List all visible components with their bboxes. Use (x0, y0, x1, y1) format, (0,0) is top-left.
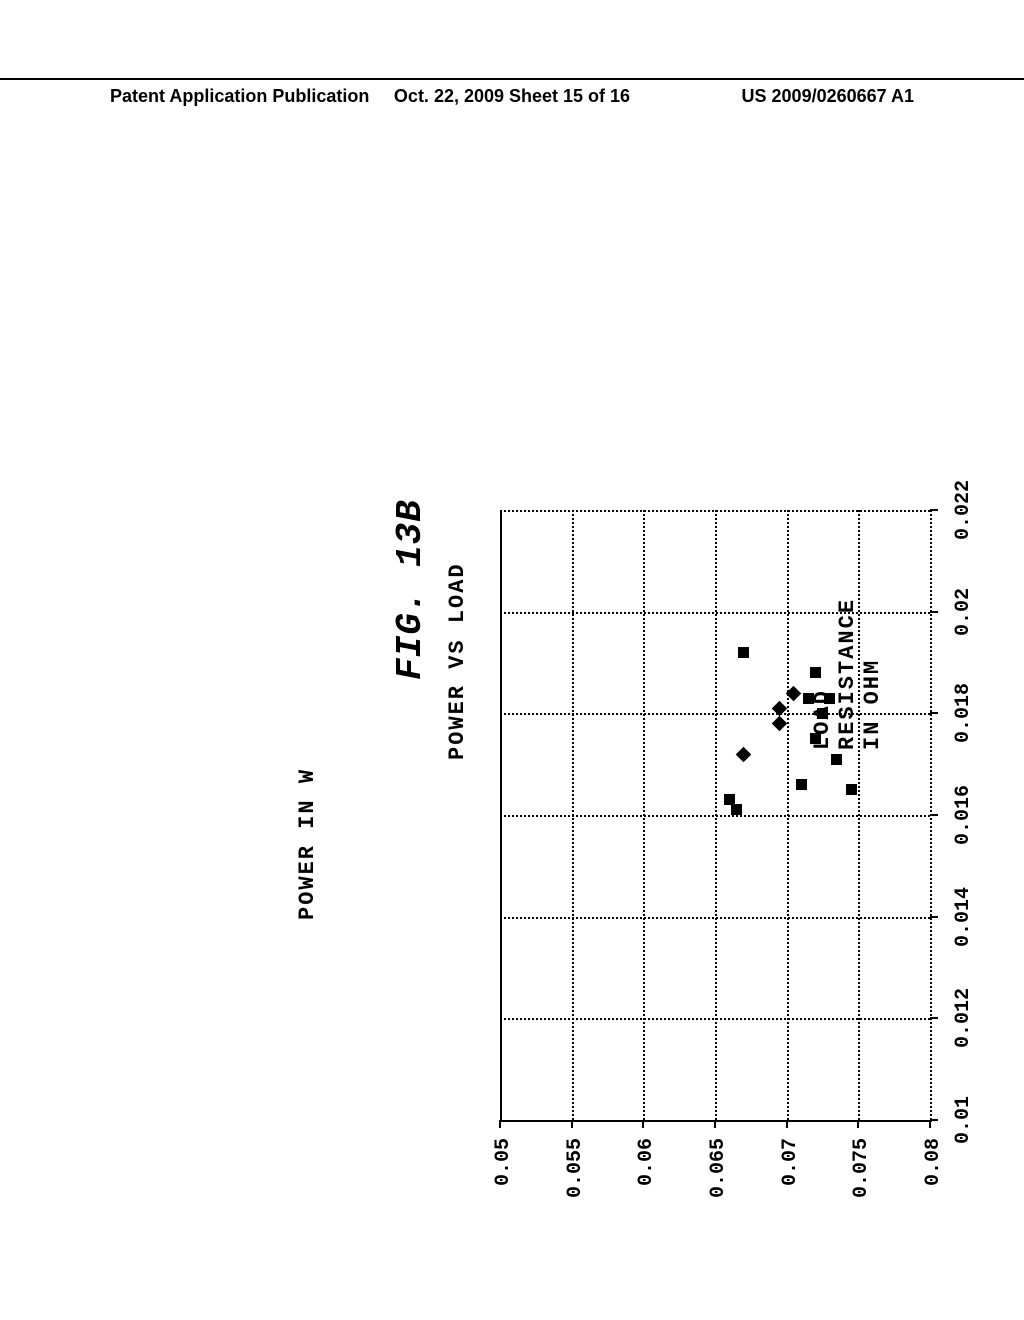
header-right: US 2009/0260667 A1 (742, 86, 914, 107)
tick-mark (930, 611, 938, 613)
y-tick-label: 0.055 (564, 1138, 587, 1198)
x-tick-label: 0.012 (952, 988, 975, 1048)
grid-line (500, 510, 930, 512)
data-point-square (724, 794, 735, 805)
tick-mark (857, 1120, 859, 1128)
x-tick-label: 0.01 (952, 1096, 975, 1144)
y-axis-label: POWER IN W (295, 768, 320, 920)
tick-mark (714, 1120, 716, 1128)
tick-mark (930, 509, 938, 511)
grid-line (500, 815, 930, 817)
chart-title: POWER VS LOAD (445, 562, 470, 760)
header-center: Oct. 22, 2009 Sheet 15 of 16 (394, 86, 630, 107)
tick-mark (930, 814, 938, 816)
tick-mark (571, 1120, 573, 1128)
grid-line (500, 1018, 930, 1020)
data-point-square (824, 693, 835, 704)
tick-mark (930, 712, 938, 714)
x-tick-label: 0.014 (952, 887, 975, 947)
data-point-square (810, 733, 821, 744)
data-point-square (803, 693, 814, 704)
tick-mark (930, 916, 938, 918)
data-point-square (831, 754, 842, 765)
tick-mark (499, 1120, 501, 1128)
grid-line (500, 612, 930, 614)
tick-mark (929, 1120, 931, 1128)
tick-mark (930, 1119, 938, 1121)
y-tick-label: 0.06 (635, 1138, 658, 1186)
y-tick-label: 0.05 (492, 1138, 515, 1186)
data-point-square (810, 667, 821, 678)
y-tick-label: 0.08 (922, 1138, 945, 1186)
y-tick-label: 0.065 (707, 1138, 730, 1198)
figure-area: FIG. 13B POWER VS LOAD POWER IN W LOAD R… (120, 180, 920, 1180)
header-left: Patent Application Publication (110, 86, 369, 107)
data-point-square (846, 784, 857, 795)
tick-mark (930, 1017, 938, 1019)
y-tick-label: 0.075 (850, 1138, 873, 1198)
data-point-square (731, 804, 742, 815)
tick-mark (786, 1120, 788, 1128)
y-tick-label: 0.07 (779, 1138, 802, 1186)
grid-line (500, 917, 930, 919)
x-tick-label: 0.016 (952, 785, 975, 845)
x-tick-label: 0.02 (952, 588, 975, 636)
x-tick-label: 0.022 (952, 480, 975, 540)
x-tick-label: 0.018 (952, 683, 975, 743)
data-point-square (817, 708, 828, 719)
tick-mark (642, 1120, 644, 1128)
grid-line (500, 713, 930, 715)
figure-label: FIG. 13B (390, 499, 431, 680)
data-point-square (796, 779, 807, 790)
data-point-square (738, 647, 749, 658)
page-header: Patent Application Publication Oct. 22, … (0, 78, 1024, 107)
